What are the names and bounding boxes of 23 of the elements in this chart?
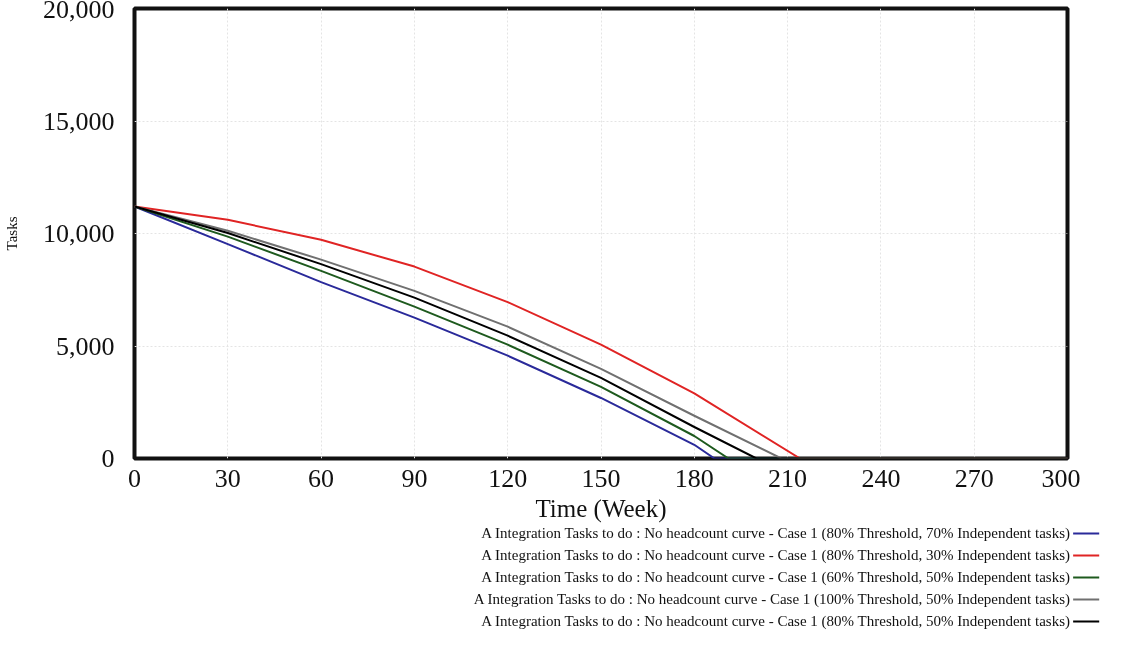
legend-label: A Integration Tasks to do : No headcount curve - Case 1 (80% Threshold, 50% Independent tasks) — [481, 612, 1071, 630]
x-tick-label: 210 — [768, 463, 808, 493]
y-tick-label: 0 — [101, 444, 115, 473]
x-tick-label: 0 — [128, 463, 141, 493]
x-tick-label: 30 — [214, 463, 241, 493]
x-tick-label: 90 — [401, 463, 428, 493]
x-tick-label: 120 — [488, 463, 528, 493]
x-tick-label: 60 — [308, 463, 335, 493]
x-tick-label: 300 — [1041, 463, 1081, 493]
legend-label: A Integration Tasks to do : No headcount curve - Case 1 (80% Threshold, 70% Independent tasks) — [481, 524, 1071, 542]
x-tick-label: 270 — [954, 463, 994, 493]
legend-label: A Integration Tasks to do : No headcount curve - Case 1 (60% Threshold, 50% Independent tasks) — [481, 568, 1071, 586]
x-axis-title: Time (Week) — [535, 494, 667, 523]
x-tick-label: 240 — [861, 463, 901, 493]
y-tick-label: 15,000 — [43, 106, 115, 136]
y-axis-title: Tasks — [4, 216, 20, 251]
x-tick-label: 180 — [674, 463, 714, 493]
legend-label: A Integration Tasks to do : No headcount curve - Case 1 (100% Threshold, 50% Independent tasks) — [473, 590, 1071, 608]
y-tick-label: 20,000 — [43, 0, 115, 24]
y-tick-label: 10,000 — [43, 219, 115, 248]
x-tick-label: 150 — [581, 463, 621, 493]
legend-label: A Integration Tasks to do : No headcount curve - Case 1 (80% Threshold, 30% Independent tasks) — [481, 546, 1071, 564]
y-tick-label: 5,000 — [56, 331, 115, 361]
